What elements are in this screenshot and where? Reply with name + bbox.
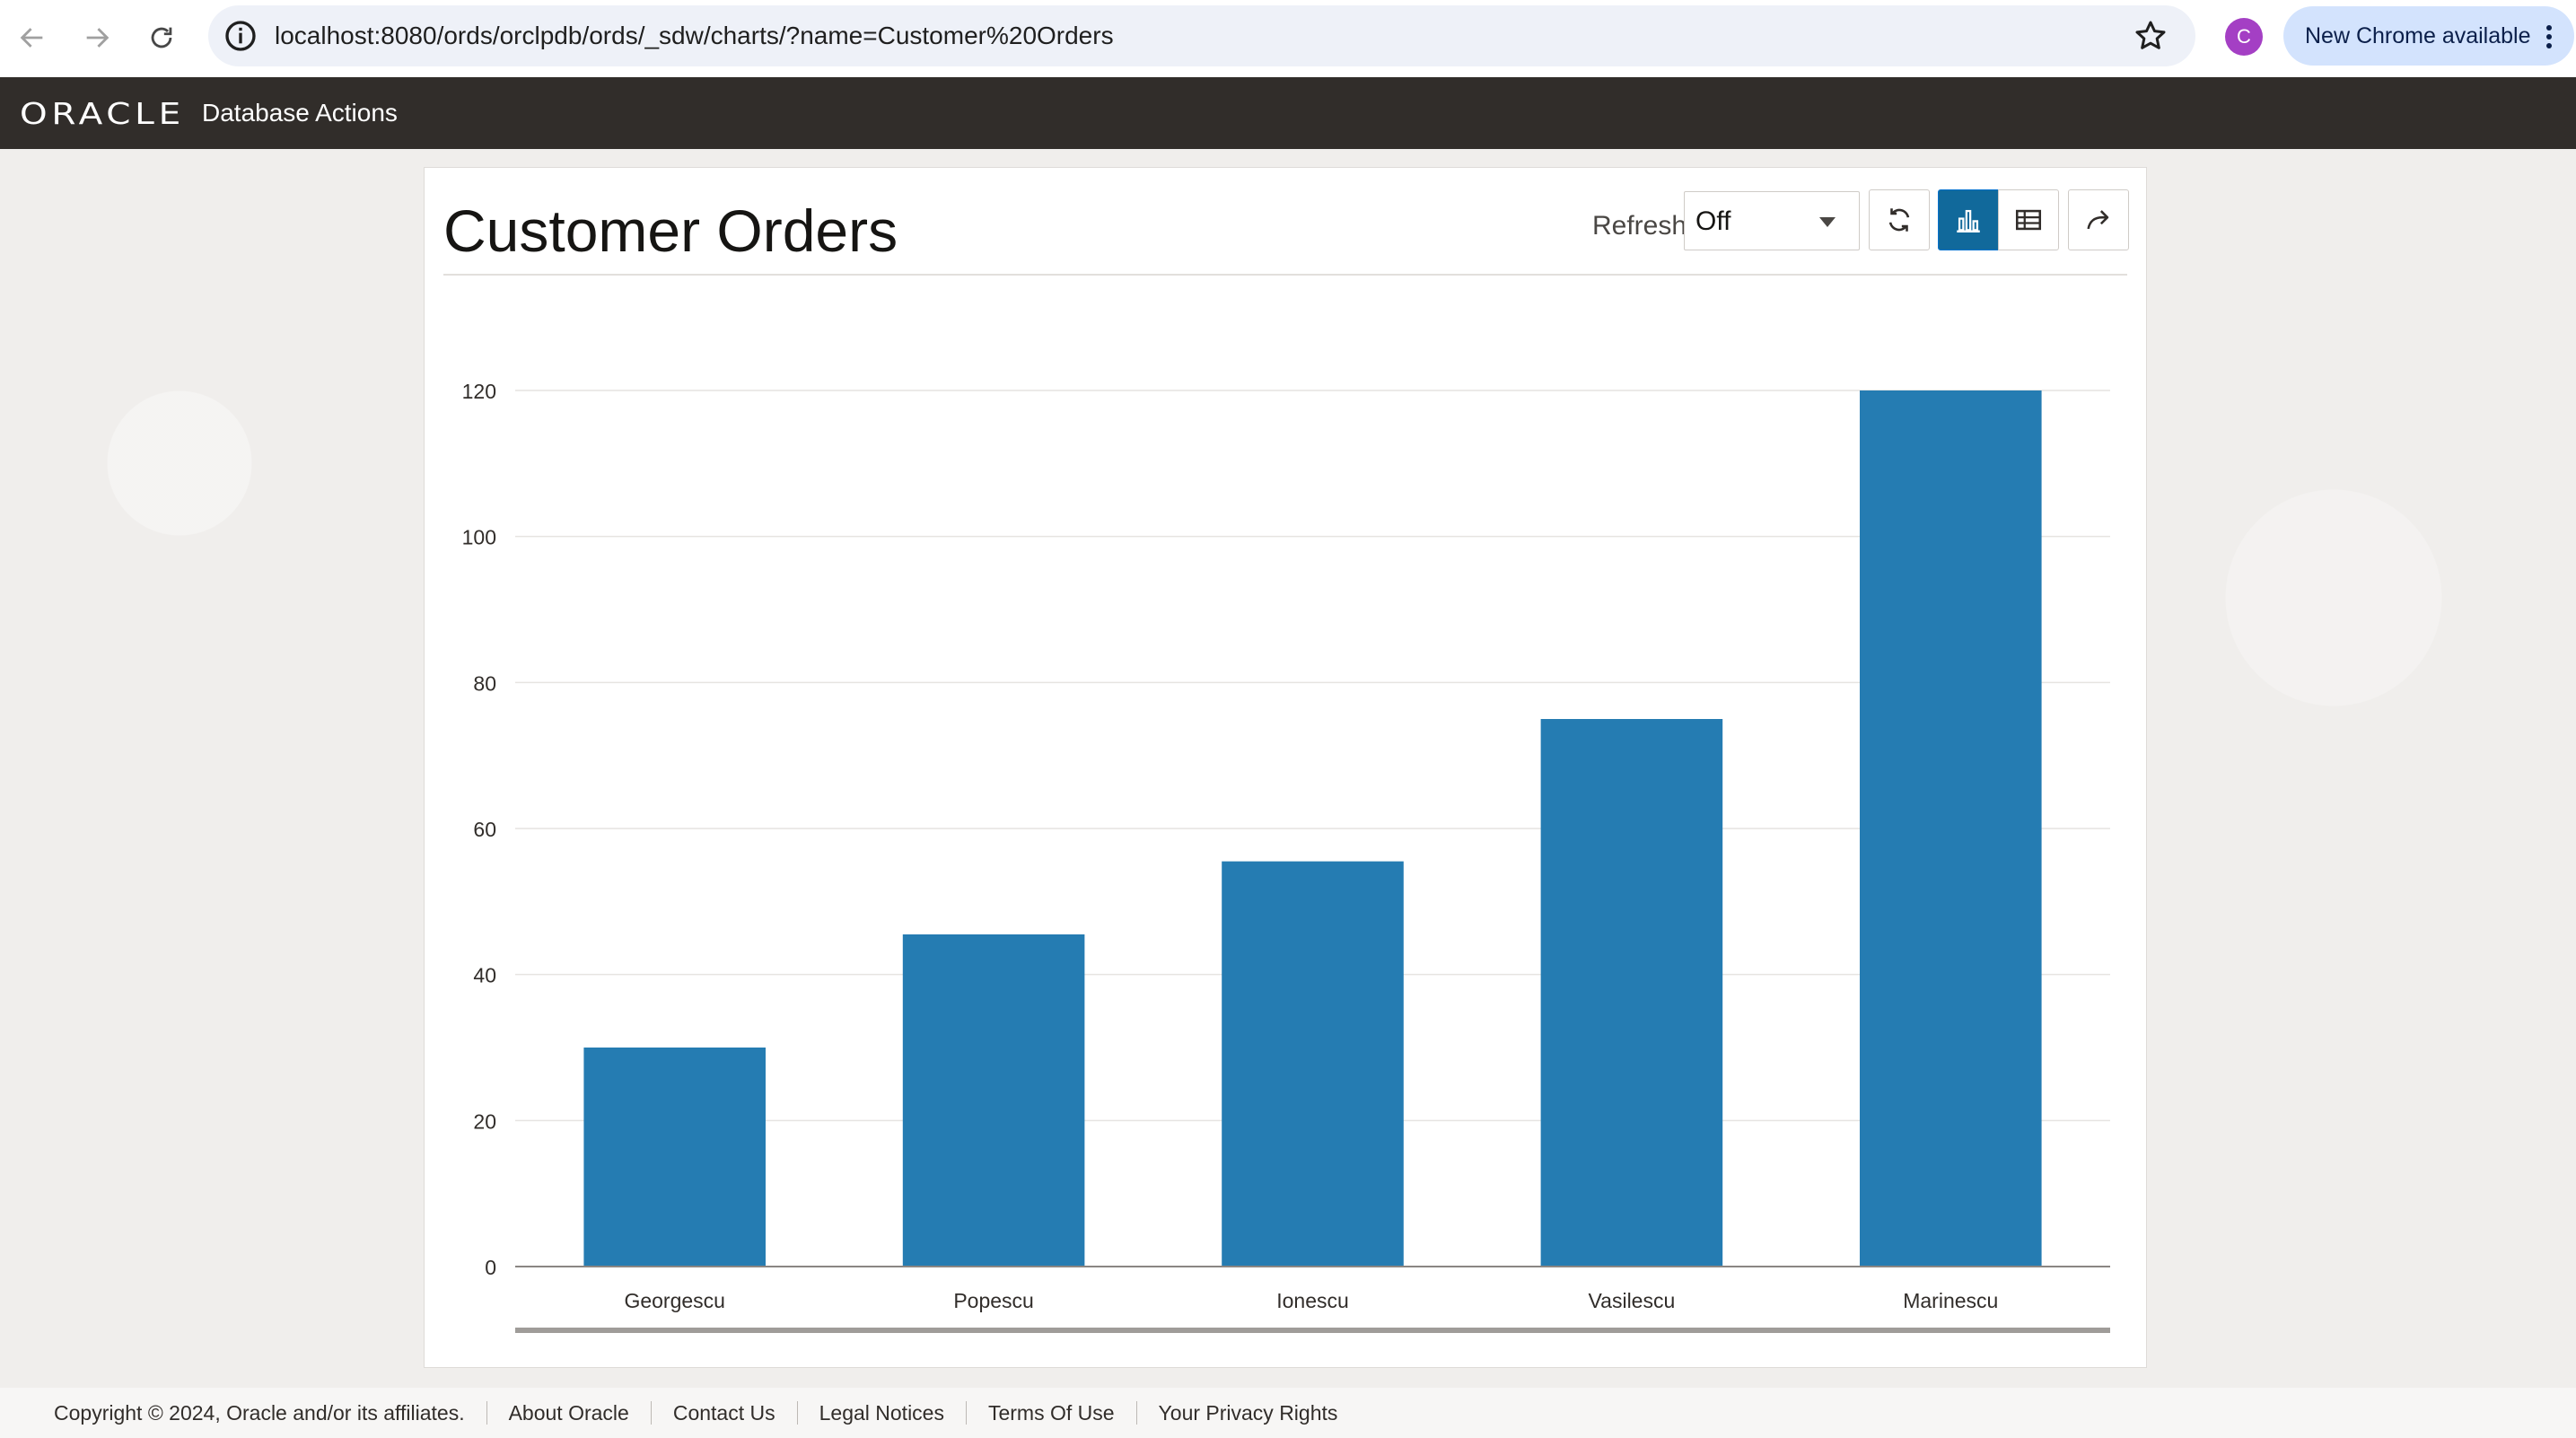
footer-link-contact[interactable]: Contact Us bbox=[672, 1400, 775, 1425]
footer-links: Copyright © 2024, Oracle and/or its affi… bbox=[54, 1388, 1337, 1438]
chart-view-toggle[interactable] bbox=[1938, 189, 1999, 250]
share-icon bbox=[2087, 210, 2109, 230]
y-tick-label: 0 bbox=[485, 1256, 496, 1279]
y-tick-label: 20 bbox=[473, 1109, 496, 1133]
app-header: ORACLE Database Actions bbox=[0, 77, 2576, 149]
bar-marinescu[interactable] bbox=[1860, 390, 2042, 1267]
share-button[interactable] bbox=[2068, 189, 2129, 250]
x-tick-label: Marinescu bbox=[1903, 1289, 1998, 1312]
bar-popescu[interactable] bbox=[902, 934, 1085, 1267]
app-name[interactable]: Database Actions bbox=[202, 99, 398, 127]
chevron-down-icon bbox=[1819, 217, 1836, 227]
y-tick-label: 120 bbox=[462, 380, 496, 403]
bookmark-star-icon[interactable] bbox=[2133, 18, 2169, 54]
footer-copyright: Copyright © 2024, Oracle and/or its affi… bbox=[54, 1400, 465, 1425]
footer-separator bbox=[486, 1401, 487, 1425]
chrome-update-button[interactable]: New Chrome available bbox=[2283, 6, 2574, 66]
footer-separator bbox=[1135, 1401, 1137, 1425]
url-text[interactable]: localhost:8080/ords/orclpdb/ords/_sdw/ch… bbox=[275, 22, 1114, 49]
refresh-label: Refresh bbox=[1592, 211, 1687, 241]
back-button[interactable] bbox=[10, 15, 55, 60]
browser-toolbar: localhost:8080/ords/orclpdb/ords/_sdw/ch… bbox=[0, 0, 2576, 77]
arrow-left-icon bbox=[20, 28, 43, 48]
footer-link-legal[interactable]: Legal Notices bbox=[819, 1400, 944, 1425]
y-tick-label: 100 bbox=[462, 526, 496, 549]
refresh-icon bbox=[1888, 208, 1910, 232]
title-divider bbox=[443, 274, 2127, 276]
footer-separator bbox=[650, 1401, 652, 1425]
reload-button[interactable] bbox=[139, 15, 184, 60]
arrow-right-icon bbox=[86, 28, 110, 48]
x-tick-label: Georgescu bbox=[624, 1289, 725, 1312]
oracle-logo[interactable]: ORACLE bbox=[20, 96, 185, 131]
x-axis-ticks: Georgescu Popescu Ionescu Vasilescu Marinesc… bbox=[624, 1289, 1998, 1312]
chart-bars bbox=[583, 390, 2042, 1267]
address-bar[interactable]: localhost:8080/ords/orclpdb/ords/_sdw/ch… bbox=[208, 5, 2195, 66]
chrome-update-label: New Chrome available bbox=[2305, 23, 2531, 48]
x-tick-label: Ionescu bbox=[1276, 1289, 1349, 1312]
kebab-menu-icon[interactable] bbox=[2545, 24, 2553, 49]
page-footer: Copyright © 2024, Oracle and/or its affi… bbox=[0, 1388, 2576, 1438]
reload-icon bbox=[151, 27, 172, 48]
bar-georgescu[interactable] bbox=[583, 1048, 766, 1267]
bar-vasilescu[interactable] bbox=[1540, 719, 1723, 1267]
bar-chart-icon bbox=[1957, 209, 1980, 233]
chart-panel: Customer Orders Refresh Off 0 20 40 60 80 bbox=[424, 167, 2147, 1368]
page-title: Customer Orders bbox=[443, 197, 898, 264]
y-tick-label: 40 bbox=[473, 964, 496, 987]
y-axis-ticks: 0 20 40 60 80 100 120 bbox=[462, 380, 496, 1279]
x-tick-label: Vasilescu bbox=[1589, 1289, 1676, 1312]
x-axis-overview-bar[interactable] bbox=[515, 1328, 2110, 1333]
site-info-icon[interactable] bbox=[223, 18, 258, 54]
bar-chart: 0 20 40 60 80 100 120 Georgescu Popescu Ionescu V… bbox=[462, 380, 2110, 1333]
table-view-toggle[interactable] bbox=[1998, 189, 2059, 250]
footer-separator bbox=[965, 1401, 967, 1425]
refresh-interval-select[interactable]: Off bbox=[1684, 191, 1860, 250]
x-tick-label: Popescu bbox=[953, 1289, 1034, 1312]
footer-link-about[interactable]: About Oracle bbox=[508, 1400, 629, 1425]
y-tick-label: 60 bbox=[473, 818, 496, 841]
footer-link-terms[interactable]: Terms Of Use bbox=[987, 1400, 1115, 1425]
footer-link-privacy[interactable]: Your Privacy Rights bbox=[1158, 1400, 1338, 1425]
table-icon bbox=[2015, 209, 2042, 231]
refresh-interval-value: Off bbox=[1695, 206, 1731, 236]
profile-avatar[interactable]: C bbox=[2225, 18, 2263, 56]
refresh-button[interactable] bbox=[1869, 189, 1930, 250]
y-tick-label: 80 bbox=[473, 671, 496, 695]
footer-separator bbox=[796, 1401, 798, 1425]
bar-ionescu[interactable] bbox=[1222, 861, 1404, 1267]
forward-button[interactable] bbox=[74, 15, 119, 60]
